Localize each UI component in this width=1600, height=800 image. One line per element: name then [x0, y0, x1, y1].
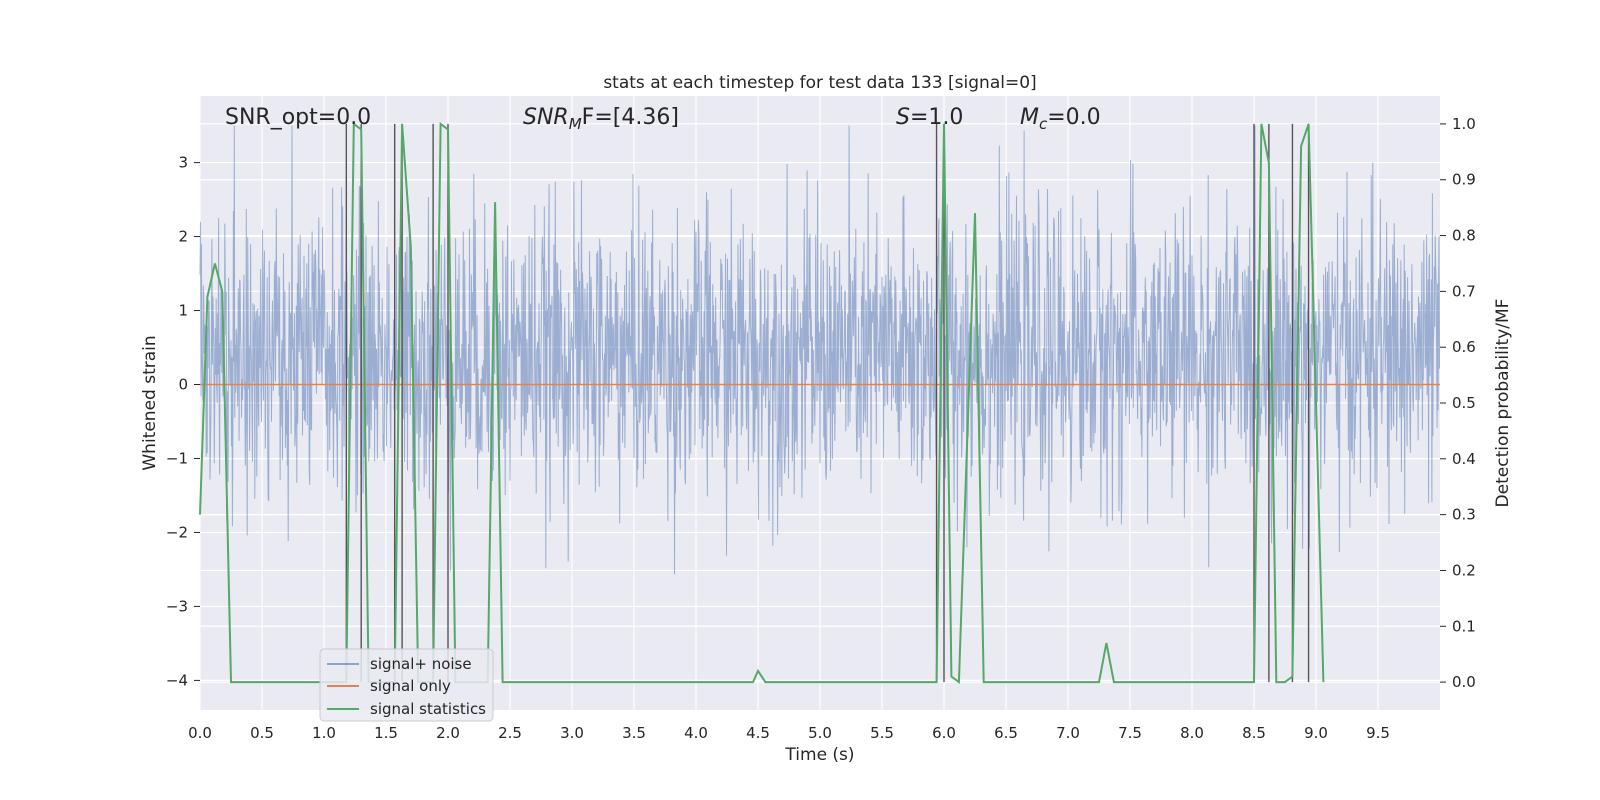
y2-tick-label: 0.4: [1452, 450, 1476, 468]
y-tick-label: 1: [178, 302, 188, 320]
snr-mf-base: SNR: [523, 105, 569, 130]
mc-rest: =0.0: [1047, 105, 1100, 130]
x-tick-label: 3.5: [622, 724, 646, 742]
signal-statistics-series: [199, 121, 1325, 685]
y-tick-label: −3: [166, 597, 188, 615]
y2-tick-label: 1.0: [1452, 115, 1476, 133]
y2-tick-label: 0.5: [1452, 394, 1476, 412]
y-axis-label: Whitened strain: [140, 335, 160, 470]
x-tick-label: 5.0: [808, 724, 832, 742]
snr-mf-sub: M: [569, 115, 582, 133]
x-tick-label: 6.0: [932, 724, 956, 742]
legend-entry-noise: signal+ noise: [370, 655, 472, 673]
y2-axis-label: Detection probability/MF: [1493, 299, 1513, 508]
noise-trace: [199, 125, 1440, 575]
y2-tick-label: 0.7: [1452, 282, 1476, 300]
x-tick-label: 7.5: [1118, 724, 1142, 742]
signal-statistics-line: [199, 121, 1325, 685]
legend-box: [319, 648, 494, 722]
x-tick-label: 9.5: [1366, 724, 1390, 742]
y2-tick-label: 0.8: [1452, 227, 1476, 245]
x-tick-label: 4.0: [684, 724, 708, 742]
x-tick-label: 2.0: [436, 724, 460, 742]
y2-tick-label: 0.1: [1452, 617, 1476, 635]
y-tick-label: 2: [178, 228, 188, 246]
y2-tick-label: 0.6: [1452, 338, 1476, 356]
y-tick-label: −4: [166, 671, 188, 689]
y-tick-label: 3: [178, 154, 188, 172]
s-base: S: [896, 105, 910, 130]
y-tick-label: −2: [166, 523, 188, 541]
chart-title: stats at each timestep for test data 133…: [603, 73, 1036, 93]
noise-series: [199, 125, 1440, 575]
x-tick-label: 9.0: [1304, 724, 1328, 742]
annotation-snr-mf: SNRMF=[4.36]: [523, 105, 679, 133]
legend-entry-stats: signal statistics: [370, 700, 486, 718]
annotation-mc: Mc=0.0: [1020, 105, 1101, 133]
mc-sub: c: [1039, 115, 1048, 133]
x-tick-label: 8.5: [1242, 724, 1266, 742]
x-tick-label: 0.0: [188, 724, 212, 742]
y2-axis-ticks: 0.0 0.1 0.2 0.3 0.4 0.5 0.6 0.7 0.8 0.9 1.0: [1440, 115, 1476, 691]
x-tick-label: 6.5: [994, 724, 1018, 742]
s-rest: =1.0: [910, 105, 963, 130]
y-tick-label: 0: [178, 376, 188, 394]
x-tick-label: 7.0: [1056, 724, 1080, 742]
legend: signal+ noise signal only signal statist…: [319, 648, 494, 722]
y-tick-label: −1: [166, 449, 188, 467]
annotation-s: S=1.0: [896, 105, 963, 130]
x-tick-label: 3.0: [560, 724, 584, 742]
x-axis-ticks: 0.0 0.5 1.0 1.5 2.0 2.5 3.0 3.5 4.0 4.5 5.0 5.5 6.0 6…: [188, 724, 1390, 742]
x-tick-label: 1.5: [374, 724, 398, 742]
y2-tick-label: 0.3: [1452, 506, 1476, 524]
y2-tick-label: 0.0: [1452, 673, 1476, 691]
x-tick-label: 2.5: [498, 724, 522, 742]
vertical-markers: [345, 123, 1310, 683]
y2-tick-label: 0.9: [1452, 171, 1476, 189]
x-tick-label: 4.5: [746, 724, 770, 742]
snr-mf-rest: F=[4.36]: [582, 105, 679, 130]
x-tick-label: 8.0: [1180, 724, 1204, 742]
x-tick-label: 1.0: [312, 724, 336, 742]
y-axis-ticks: −4 −3 −2 −1 0 1 2 3: [166, 154, 200, 689]
mc-base: M: [1020, 105, 1039, 130]
annotation-snr-opt: SNR_opt=0.0: [225, 105, 371, 130]
legend-entry-signal: signal only: [370, 677, 451, 695]
y2-tick-label: 0.2: [1452, 561, 1476, 579]
x-axis-label: Time (s): [784, 745, 854, 765]
x-tick-label: 0.5: [250, 724, 274, 742]
x-tick-label: 5.5: [870, 724, 894, 742]
